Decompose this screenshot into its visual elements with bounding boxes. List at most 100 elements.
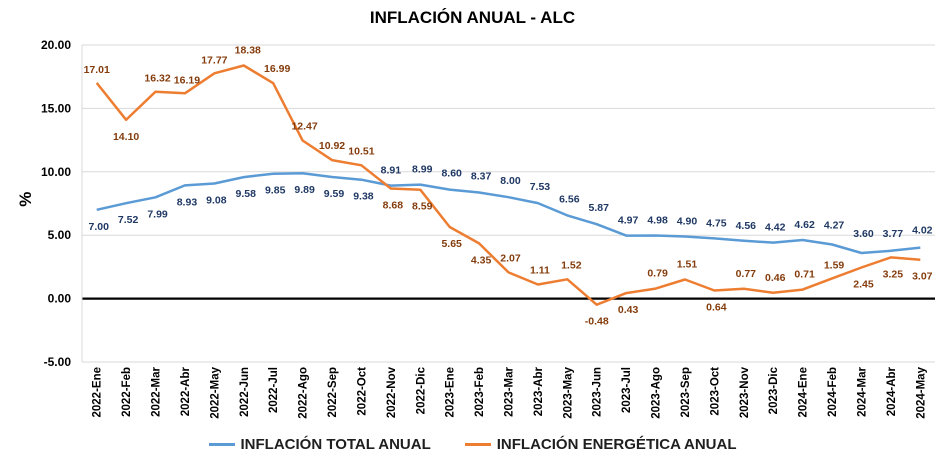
data-label: 0.64	[706, 301, 727, 313]
data-label: 1.11	[530, 265, 550, 277]
data-label: 9.58	[236, 188, 257, 200]
x-tick-label: 2024-May	[915, 366, 927, 418]
data-label: 0.43	[618, 304, 639, 316]
x-axis-ticks: 2022-Ene 2022-Feb 2022-Mar 2022-Abr 2022-May…	[92, 366, 928, 418]
legend-label-total: INFLACIÓN TOTAL ANUAL	[240, 436, 431, 453]
data-label: 16.99	[264, 63, 290, 75]
data-label: 1.59	[824, 259, 845, 271]
x-tick-label: 2023-Mar	[504, 366, 516, 416]
x-tick-label: 2023-Ene	[445, 367, 457, 418]
y-axis-ticks: 20.00 15.00 10.00 5.00 0.00 -5.00	[41, 38, 71, 369]
data-label: 9.38	[353, 191, 374, 203]
x-tick-label: 2022-Mar	[151, 366, 163, 416]
data-label: 4.90	[677, 215, 698, 227]
chart-title: INFLACIÓN ANUAL - ALC	[369, 8, 576, 27]
legend-item-total: INFLACIÓN TOTAL ANUAL	[208, 436, 431, 453]
data-label: 4.56	[736, 220, 757, 232]
x-tick-label: 2023-Oct	[709, 367, 721, 416]
y-tick-label: 5.00	[48, 228, 72, 242]
data-label: 5.87	[589, 202, 610, 214]
data-label: 8.59	[412, 201, 433, 213]
data-label: 3.60	[853, 228, 874, 240]
data-label: 1.51	[677, 258, 698, 270]
data-label: 0.71	[794, 269, 815, 281]
series-line-1	[95, 64, 921, 306]
legend-label-energetica: INFLACIÓN ENERGÉTICA ANUAL	[496, 436, 737, 453]
data-label: 4.75	[706, 217, 727, 229]
data-labels: 7.00 7.52 7.99 8.93 9.08 9.58 9.85 9.89 9.59 9.38…	[84, 45, 933, 328]
series-lines	[95, 64, 921, 306]
data-label: 7.52	[118, 214, 139, 226]
x-tick-label: 2023-May	[562, 366, 574, 418]
x-tick-label: 2024-Mar	[856, 366, 868, 416]
data-label: 9.85	[265, 185, 286, 197]
data-label: 9.08	[206, 194, 227, 206]
legend-item-energetica: INFLACIÓN ENERGÉTICA ANUAL	[464, 436, 737, 453]
data-label: 9.59	[324, 188, 345, 200]
x-tick-label: 2023-Jul	[621, 367, 633, 413]
grid-lines	[81, 44, 935, 363]
data-label: 9.89	[294, 184, 315, 196]
legend: INFLACIÓN TOTAL ANUAL INFLACIÓN ENERGÉTI…	[0, 436, 945, 453]
data-label: 3.77	[883, 228, 904, 240]
x-tick-label: 2022-Oct	[356, 367, 368, 416]
data-label: 4.98	[647, 214, 668, 226]
y-tick-label: 15.00	[41, 101, 71, 115]
data-label: 2.07	[500, 252, 521, 264]
data-label: 3.25	[883, 268, 904, 280]
data-label: 8.60	[441, 168, 462, 180]
y-tick-label: 20.00	[41, 38, 71, 52]
data-label: 3.07	[912, 271, 933, 283]
data-label: 8.91	[381, 165, 402, 177]
data-label: 5.65	[441, 238, 462, 250]
data-label: 6.56	[559, 193, 580, 205]
data-label: 2.45	[853, 279, 874, 291]
x-tick-label: 2022-Jun	[239, 367, 251, 417]
y-tick-label: 0.00	[48, 292, 72, 306]
x-tick-label: 2022-Abr	[180, 366, 192, 416]
data-label: 8.93	[177, 196, 198, 208]
data-label: 4.35	[471, 254, 492, 266]
data-label: 7.00	[88, 221, 109, 233]
data-label: 4.42	[765, 222, 786, 234]
data-label: 17.01	[84, 64, 110, 76]
data-label: 4.27	[824, 219, 845, 231]
data-label: 0.46	[765, 272, 786, 284]
data-label: 10.92	[319, 140, 345, 152]
x-tick-label: 2023-Dic	[768, 366, 780, 414]
data-label: 8.68	[383, 200, 404, 212]
data-label: 7.53	[530, 181, 551, 193]
data-label: 1.52	[561, 259, 582, 271]
x-tick-label: 2023-Sep	[680, 367, 692, 418]
x-tick-label: 2023-Jun	[592, 367, 604, 417]
series-line-0	[96, 171, 921, 255]
x-tick-label: 2023-Abr	[533, 366, 545, 416]
data-label: 10.51	[348, 145, 374, 157]
x-tick-label: 2023-Feb	[474, 367, 486, 417]
y-tick-label: 10.00	[41, 165, 71, 179]
data-label: 4.62	[794, 219, 815, 231]
x-tick-label: 2022-Nov	[386, 366, 398, 418]
x-tick-label: 2024-Feb	[827, 367, 839, 417]
data-label: 18.38	[235, 45, 261, 57]
data-label: 16.32	[144, 73, 170, 85]
x-tick-label: 2023-Ago	[651, 367, 663, 419]
x-tick-label: 2022-Jul	[268, 367, 280, 413]
x-tick-label: 2022-Feb	[121, 367, 133, 417]
data-label: 4.97	[618, 215, 639, 227]
data-label: 12.47	[291, 120, 317, 132]
x-tick-label: 2024-Abr	[886, 366, 898, 416]
x-tick-label: 2022-May	[209, 366, 221, 418]
data-label: -0.48	[585, 316, 609, 328]
data-label: 16.19	[174, 74, 200, 86]
data-label: 8.00	[500, 175, 521, 187]
data-label: 14.10	[113, 131, 139, 143]
data-label: 8.37	[471, 170, 492, 182]
x-tick-label: 2022-Dic	[415, 366, 427, 414]
x-tick-label: 2023-Nov	[739, 366, 751, 418]
data-label: 4.02	[912, 225, 933, 237]
y-axis-label: %	[16, 192, 35, 207]
data-label: 0.79	[647, 268, 668, 280]
x-tick-label: 2024-Ene	[798, 367, 810, 418]
